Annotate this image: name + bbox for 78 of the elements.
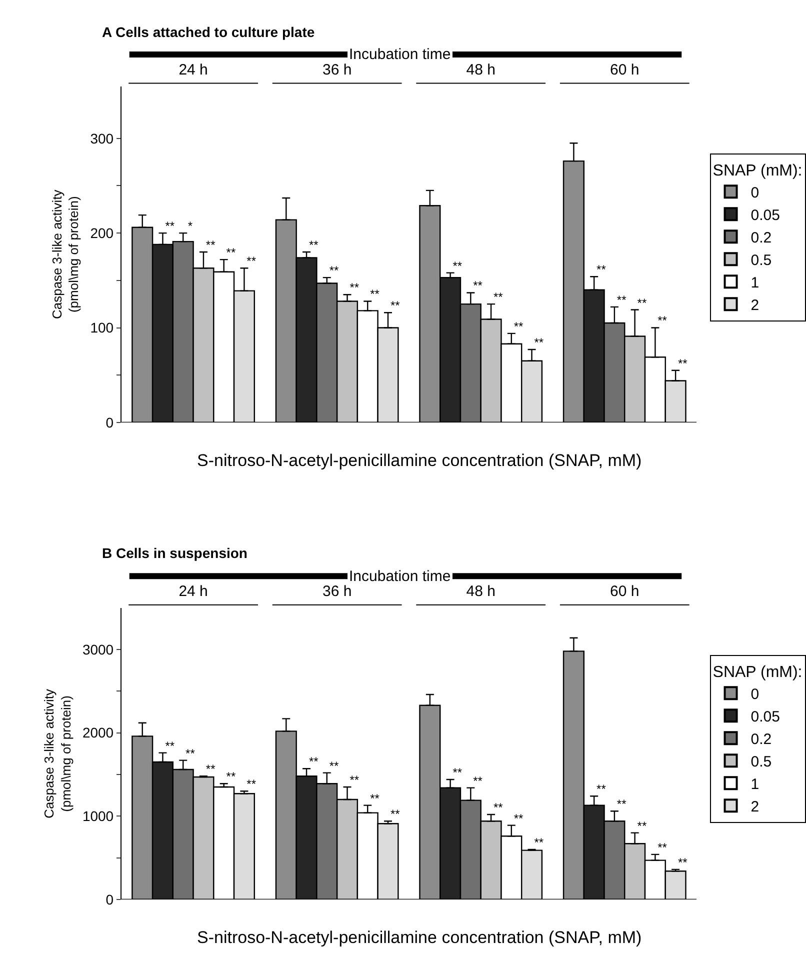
x-tick-label: 60 h — [610, 61, 640, 78]
data-label: ** — [370, 791, 380, 806]
data-label: ** — [452, 258, 462, 273]
data-label: ** — [493, 800, 504, 814]
legend-label: 1 — [750, 274, 760, 292]
data-label: ** — [165, 219, 175, 234]
x-axis-title: S-nitroso-N-acetyl-penicillamine concentration (SNAP, mM) — [197, 928, 642, 947]
data-label: ** — [616, 292, 627, 307]
x-tick-label: 24 h — [178, 61, 208, 78]
data-label: ** — [473, 774, 483, 788]
data-label: ** — [514, 319, 524, 334]
legend-label: 0.2 — [750, 229, 772, 246]
x-tick-label: 48 h — [466, 61, 496, 78]
y-tick-label: 0 — [106, 414, 114, 430]
y-tick-label: 1000 — [82, 808, 114, 824]
legend-label: 0 — [750, 686, 760, 703]
data-label: ** — [452, 765, 462, 780]
x-tick-label: 36 h — [322, 582, 352, 600]
data-label: ** — [246, 254, 256, 268]
legend-label: 0.5 — [750, 252, 772, 269]
data-label: ** — [390, 298, 400, 313]
legend-label: 2 — [750, 798, 760, 816]
y-tick-label: 2000 — [82, 724, 114, 741]
data-label: ** — [637, 818, 647, 833]
x-tick-label: 60 h — [610, 582, 640, 600]
data-label: ** — [329, 758, 340, 773]
y-axis-title: Caspase 3-like activity (pmol\mg of protein) — [49, 189, 82, 320]
x-tick-label: 48 h — [466, 582, 496, 600]
y-tick-label: 300 — [90, 130, 114, 146]
data-label: ** — [390, 807, 400, 822]
legend-label: 0.05 — [750, 206, 780, 224]
data-label: ** — [226, 246, 236, 260]
data-label: ** — [658, 840, 668, 854]
legend-label: 0 — [750, 184, 760, 202]
legend-label: 0.2 — [750, 730, 772, 748]
data-label: ** — [206, 238, 216, 252]
data-label: ** — [370, 287, 380, 302]
chart-title: B Cells in suspension — [102, 545, 248, 561]
data-label: ** — [165, 738, 175, 753]
legend-label: 0.5 — [750, 753, 772, 770]
data-label: ** — [308, 238, 319, 252]
data-label: ** — [329, 264, 340, 278]
data-label: ** — [350, 772, 360, 787]
data-label: ** — [350, 280, 360, 295]
legend-title: SNAP (mM): — [712, 162, 802, 180]
data-label: ** — [246, 777, 256, 792]
data-label: ** — [534, 336, 544, 350]
data-label: ** — [678, 356, 688, 370]
data-label: ** — [308, 754, 319, 769]
data-label: ** — [658, 314, 668, 328]
data-label: ** — [514, 811, 524, 826]
legend-label: 0.05 — [750, 708, 780, 726]
data-label: ** — [616, 797, 627, 812]
data-label: ** — [186, 746, 196, 760]
data-label: ** — [678, 855, 688, 870]
x-tick-label: 24 h — [178, 582, 208, 600]
data-label: ** — [473, 278, 483, 293]
data-label: ** — [206, 762, 216, 776]
legend-label: 1 — [750, 776, 760, 793]
data-label: ** — [226, 770, 236, 784]
chart-title: A Cells attached to culture plate — [102, 24, 315, 40]
x-tick-label: 36 h — [322, 61, 352, 78]
y-tick-label: 0 — [106, 891, 114, 908]
data-label: * — [188, 219, 193, 234]
text: Incubation time — [349, 46, 451, 63]
y-tick-label: 200 — [90, 224, 114, 241]
data-label: ** — [493, 290, 504, 304]
data-label: ** — [534, 835, 544, 850]
legend-label: 2 — [750, 296, 760, 314]
data-label: ** — [596, 262, 606, 277]
legend-title: SNAP (mM): — [712, 664, 802, 681]
y-tick-label: 3000 — [82, 641, 114, 658]
y-axis-title: Caspase 3-like activity (pmol\mg of protein) — [41, 688, 74, 818]
data-label: ** — [596, 782, 606, 796]
data-label: ** — [637, 296, 647, 310]
text: Incubation time — [349, 568, 451, 585]
y-tick-label: 100 — [90, 320, 114, 336]
x-axis-title: S-nitroso-N-acetyl-penicillamine concentration (SNAP, mM) — [197, 451, 642, 470]
